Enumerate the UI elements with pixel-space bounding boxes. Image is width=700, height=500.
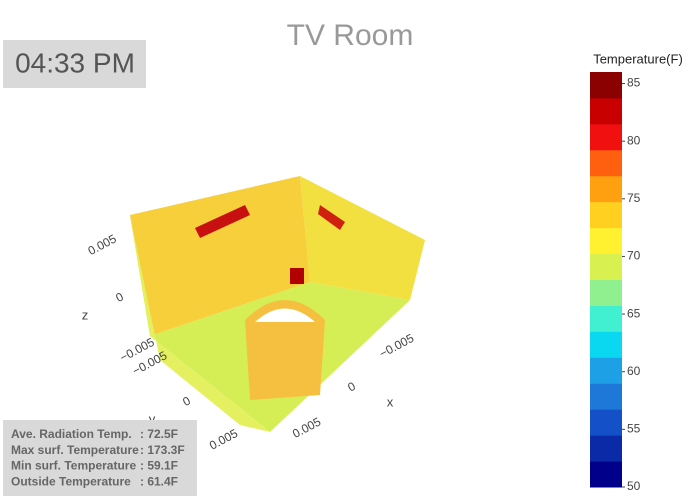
colorbar-tick-label: 60 [627, 364, 641, 378]
colorbar-band [590, 149, 622, 177]
colorbar-title: Temperature(F) [593, 51, 683, 66]
colorbar-band [590, 279, 622, 306]
colorbar-band [590, 227, 622, 255]
axis-title: z [82, 307, 89, 322]
axis-tick-label: 0.005 [86, 231, 119, 258]
colorbar-band [590, 72, 622, 99]
colorbar-band [590, 409, 622, 436]
colorbar-band [590, 97, 622, 125]
axis-tick-label: 0 [113, 289, 126, 305]
colorbar: 50 55 60 65 70 75 80 85 [590, 72, 641, 493]
colorbar-tick-label: 55 [627, 422, 641, 436]
colorbar-band [590, 201, 622, 229]
wall [300, 176, 425, 300]
chart-title: TV Room [287, 19, 414, 52]
info-label: Max surf. Temperature [11, 443, 139, 457]
axis-title: y [149, 411, 156, 426]
info-label: Outside Temperature [11, 474, 131, 488]
colorbar-band [590, 331, 622, 358]
info-value: : 61.4F [140, 474, 178, 488]
axis-tick-label: 0 [345, 379, 358, 395]
axis-tick-label: 0.005 [207, 426, 240, 453]
room-surface [130, 176, 425, 432]
furniture [245, 300, 325, 400]
colorbar-band [590, 383, 622, 410]
hot-spot [290, 268, 304, 284]
info-value: : 59.1F [140, 459, 178, 473]
axis-tick-label: 0 [180, 393, 193, 409]
colorbar-tick-label: 50 [627, 479, 641, 493]
axis-tick-label: 0.005 [290, 414, 323, 441]
clock-box [3, 40, 146, 88]
axis-title: x [387, 394, 394, 409]
colorbar-band [590, 123, 622, 151]
colorbar-tick-label: 85 [627, 76, 641, 90]
info-panel [3, 420, 197, 496]
info-label: Ave. Radiation Temp. [11, 427, 132, 441]
colorbar-tick-label: 70 [627, 249, 641, 263]
colorbar-band [590, 253, 622, 280]
wall [130, 215, 270, 432]
colorbar-band [590, 461, 622, 488]
hot-spot [318, 205, 345, 230]
info-label: Min surf. Temperature [11, 459, 136, 473]
colorbar-tick-label: 80 [627, 133, 641, 147]
colorbar-tick-label: 65 [627, 306, 641, 320]
furniture [255, 308, 315, 322]
axis-tick-label: −0.005 [377, 331, 417, 361]
colorbar-band [590, 357, 622, 384]
colorbar-band [590, 435, 622, 462]
colorbar-band [590, 175, 622, 203]
colorbar-band [590, 305, 622, 332]
colorbar-tick-label: 75 [627, 191, 641, 205]
clock: 04:33 PM [15, 47, 135, 78]
info-value: : 72.5F [140, 427, 178, 441]
info-value: : 173.3F [140, 443, 185, 457]
wall [130, 176, 310, 336]
hot-spot [195, 205, 250, 238]
